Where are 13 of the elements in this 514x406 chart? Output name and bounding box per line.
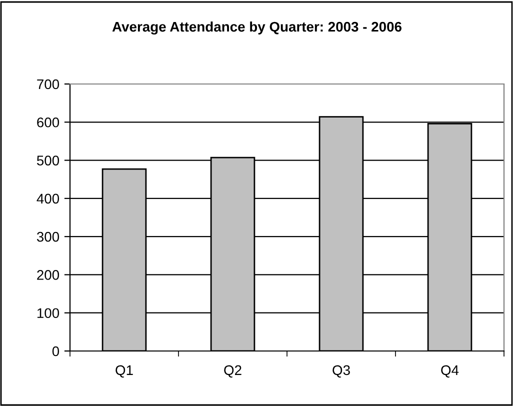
- y-tick-label: 500: [36, 156, 60, 166]
- x-tick-label: Q3: [332, 365, 350, 378]
- y-tick-label: 600: [37, 117, 60, 128]
- y-tick-label: 400: [36, 194, 60, 204]
- x-tick-label: Q2: [224, 365, 242, 378]
- chart-title: Average Attendance by Quarter: 2003 - 2006: [112, 21, 402, 35]
- y-tick-label: 0: [52, 346, 60, 356]
- y-tick-label: 300: [36, 232, 60, 242]
- x-tick-label: Q4: [441, 365, 459, 378]
- x-tick-label: Q1: [116, 365, 133, 378]
- y-tick-label: 200: [37, 270, 60, 280]
- y-tick-label: 700: [37, 79, 60, 90]
- y-tick-label: 100: [37, 308, 60, 318]
